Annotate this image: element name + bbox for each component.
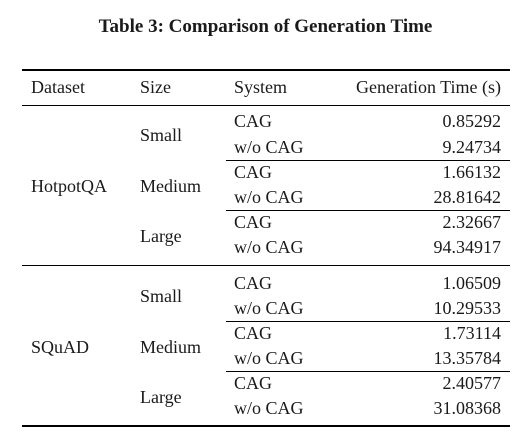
system-cell: w/o CAG — [234, 398, 304, 418]
dataset-hotpotqa: HotpotQA — [31, 176, 107, 196]
time-cell: 1.06509 — [442, 273, 502, 293]
size-medium: Medium — [140, 337, 201, 357]
size-small: Small — [140, 286, 183, 306]
size-large: Large — [140, 226, 182, 246]
system-cell: w/o CAG — [234, 137, 304, 157]
table-bottom-rule — [22, 425, 510, 427]
dataset-squad: SQuAD — [31, 337, 90, 357]
size-group-rule — [226, 371, 510, 372]
system-cell: CAG — [234, 323, 273, 343]
time-cell: 13.35784 — [433, 348, 502, 368]
header-size: Size — [140, 77, 171, 97]
time-cell: 94.34917 — [433, 237, 502, 257]
system-cell: w/o CAG — [234, 187, 304, 207]
size-medium: Medium — [140, 176, 201, 196]
table-caption: Table 3: Comparison of Generation Time — [98, 16, 433, 37]
header-generation-time: Generation Time (s) — [356, 77, 501, 97]
header-system: System — [234, 77, 288, 97]
size-small: Small — [140, 125, 183, 145]
time-cell: 31.08368 — [433, 398, 502, 418]
system-cell: w/o CAG — [234, 237, 304, 257]
size-group-rule — [226, 210, 510, 211]
time-cell: 1.66132 — [442, 162, 502, 182]
time-cell: 1.73114 — [443, 323, 501, 343]
time-cell: 2.32667 — [442, 212, 502, 232]
table-header-rule — [22, 105, 510, 106]
table-top-rule — [22, 69, 510, 71]
header-dataset: Dataset — [31, 77, 85, 97]
time-cell: 10.29533 — [433, 298, 502, 318]
time-cell: 28.81642 — [433, 187, 502, 207]
time-cell: 9.24734 — [442, 137, 502, 157]
system-cell: w/o CAG — [234, 348, 304, 368]
system-cell: CAG — [234, 212, 273, 232]
group-separator-rule — [22, 265, 510, 266]
system-cell: CAG — [234, 373, 273, 393]
time-cell: 2.40577 — [442, 373, 502, 393]
system-cell: CAG — [234, 111, 273, 131]
system-cell: CAG — [234, 273, 273, 293]
system-cell: w/o CAG — [234, 298, 304, 318]
system-cell: CAG — [234, 162, 273, 182]
size-group-rule — [226, 321, 510, 322]
size-group-rule — [226, 160, 510, 161]
time-cell: 0.85292 — [442, 111, 502, 131]
size-large: Large — [140, 387, 182, 407]
